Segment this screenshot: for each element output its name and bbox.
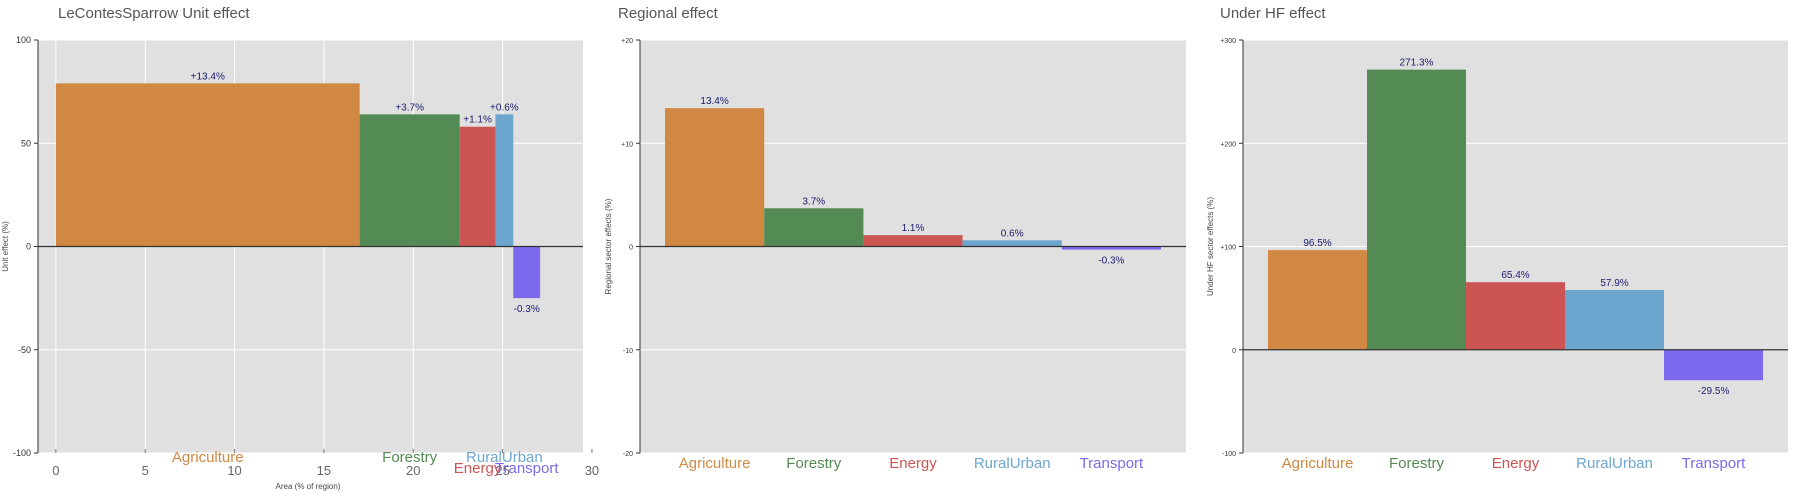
- x-tick-label: 25: [495, 463, 509, 478]
- x-tick-label: 5: [142, 463, 149, 478]
- y-tick-label: -100: [1222, 451, 1236, 458]
- data-label-agriculture: 96.5%: [1303, 238, 1331, 249]
- x-tick-label: 15: [317, 463, 331, 478]
- y-tick-label: +100: [1220, 245, 1236, 252]
- chart-title-3: Under HF effect: [1220, 5, 1326, 22]
- y-tick-label: +10: [621, 141, 633, 148]
- category-label-ruralurban: RuralUrban: [974, 455, 1051, 472]
- y-axis-label-2: Regional sector effects (%): [604, 198, 613, 294]
- bar-forestry: [1367, 69, 1466, 350]
- bar-agriculture: [55, 83, 360, 247]
- data-label-energy: 65.4%: [1501, 270, 1529, 281]
- category-label-agriculture: Agriculture: [172, 449, 244, 466]
- y-tick-label: 0: [1232, 348, 1236, 355]
- bar-agriculture: [665, 108, 765, 247]
- y-tick-label: 50: [21, 138, 31, 148]
- category-label-transport: Transport: [1080, 455, 1144, 472]
- data-label-forestry: +3.7%: [395, 102, 424, 113]
- bar-transport: [1664, 349, 1763, 381]
- y-tick-label: +300: [1220, 38, 1236, 45]
- data-label-ruralurban: 57.9%: [1600, 278, 1628, 289]
- bar-agriculture: [1268, 250, 1367, 350]
- category-label-forestry: Forestry: [382, 449, 438, 466]
- bar-energy: [1466, 282, 1565, 350]
- bar-energy: [459, 126, 496, 247]
- data-label-transport: -0.3%: [1098, 256, 1124, 267]
- data-label-energy: 1.1%: [902, 223, 925, 234]
- category-label-ruralurban: RuralUrban: [1576, 455, 1653, 472]
- data-label-forestry: 3.7%: [802, 196, 825, 207]
- chart-title-2: Regional effect: [618, 5, 719, 22]
- bar-transport: [513, 246, 541, 299]
- y-tick-label: +200: [1220, 141, 1236, 148]
- y-tick-label: 0: [629, 245, 633, 252]
- y-tick-label: -10: [623, 348, 633, 355]
- y-tick-label: +20: [621, 38, 633, 45]
- x-axis-label-1: Area (% of region): [276, 482, 341, 491]
- bar-forestry: [764, 208, 864, 247]
- category-label-agriculture: Agriculture: [1282, 455, 1354, 472]
- data-label-energy: +1.1%: [463, 115, 492, 126]
- bar-transport: [1061, 246, 1161, 250]
- y-axis-label-3: Under HF sector effects (%): [1206, 197, 1215, 296]
- data-label-forestry: 271.3%: [1400, 58, 1434, 69]
- bar-ruralurban: [495, 114, 514, 247]
- bar-energy: [863, 235, 963, 247]
- category-label-transport: Transport: [495, 460, 559, 477]
- data-label-agriculture: 13.4%: [700, 96, 728, 107]
- category-label-energy: Energy: [454, 460, 502, 477]
- x-tick-label: 10: [227, 463, 241, 478]
- x-tick-label: 0: [52, 463, 59, 478]
- y-tick-label: -50: [18, 345, 31, 355]
- bar-ruralurban: [1565, 289, 1664, 350]
- y-axis-label-1: Unit effect (%): [1, 221, 10, 272]
- category-label-ruralurban: RuralUrban: [466, 449, 543, 466]
- bar-forestry: [359, 114, 460, 247]
- y-tick-label: 0: [26, 242, 31, 252]
- category-label-agriculture: Agriculture: [679, 455, 751, 472]
- bar-ruralurban: [962, 240, 1062, 247]
- data-label-ruralurban: 0.6%: [1001, 228, 1024, 239]
- category-label-energy: Energy: [1492, 455, 1540, 472]
- data-label-ruralurban: +0.6%: [490, 102, 519, 113]
- category-label-transport: Transport: [1682, 455, 1746, 472]
- y-tick-label: -20: [623, 451, 633, 458]
- y-tick-label: 100: [16, 35, 31, 45]
- data-label-transport: -29.5%: [1698, 386, 1730, 397]
- data-label-agriculture: +13.4%: [191, 71, 225, 82]
- x-tick-label: 30: [585, 463, 599, 478]
- category-label-energy: Energy: [889, 455, 937, 472]
- y-tick-label: -100: [13, 448, 31, 458]
- category-label-forestry: Forestry: [786, 455, 842, 472]
- category-label-forestry: Forestry: [1389, 455, 1445, 472]
- x-tick-label: 20: [406, 463, 420, 478]
- data-label-transport: -0.3%: [514, 304, 540, 315]
- chart-title-1: LeContesSparrow Unit effect: [58, 5, 250, 22]
